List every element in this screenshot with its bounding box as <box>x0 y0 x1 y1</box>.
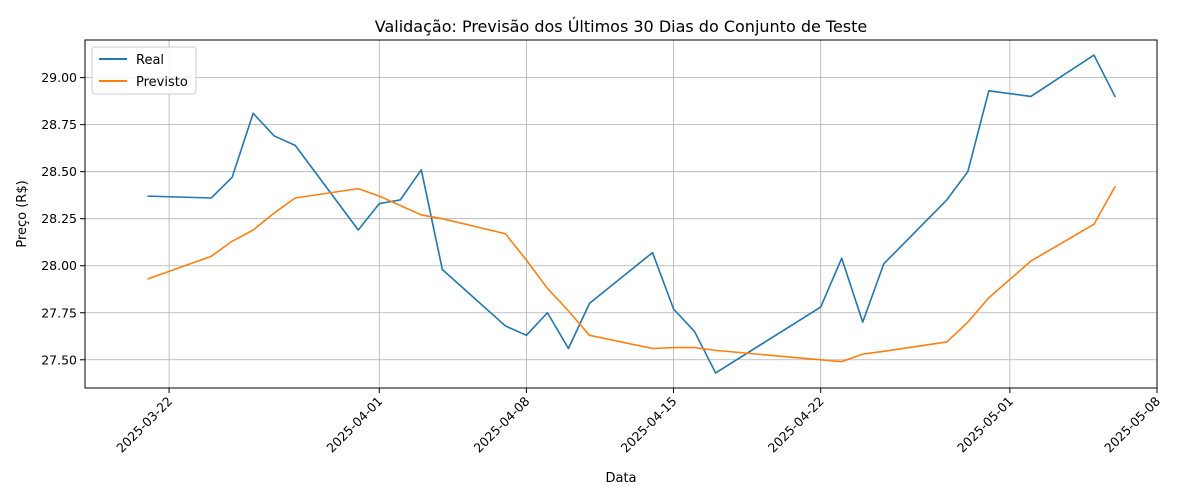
plot-frame <box>84 39 1158 389</box>
x-tick-label: 2025-04-15 <box>618 394 680 456</box>
x-tick-label: 2025-04-08 <box>471 393 533 455</box>
y-tick-label: 29.00 <box>41 70 77 85</box>
grid <box>85 40 1158 388</box>
x-tick-label: 2025-03-22 <box>113 394 175 456</box>
y-tick-label: 27.50 <box>41 352 77 367</box>
y-tick-label: 28.25 <box>41 211 77 226</box>
legend: Real Previsto <box>91 46 197 95</box>
y-tick-label: 28.50 <box>41 164 77 179</box>
x-axis-label: Data <box>605 471 636 486</box>
series-line-real <box>147 54 1116 374</box>
y-tick-label: 27.75 <box>41 305 77 320</box>
series-line-previsto <box>147 185 1116 363</box>
legend-label-previsto: Previsto <box>136 75 188 90</box>
y-tick-label: 28.75 <box>41 117 77 132</box>
x-tick-label: 2025-04-01 <box>323 394 385 456</box>
x-axis-ticks: 2025-03-22 2025-04-01 2025-04-08 2025-04-15… <box>113 388 1163 455</box>
y-axis-label: Preço (R$) <box>15 180 30 247</box>
y-axis-ticks: 27.50 27.75 28.00 28.25 28.50 28.75 29.00 <box>41 70 85 367</box>
chart-title: Validação: Previsão dos Últimos 30 Dias … <box>375 17 868 36</box>
x-tick-label: 2025-05-08 <box>1101 393 1163 455</box>
legend-label-real: Real <box>136 53 164 68</box>
series-lines <box>147 54 1116 374</box>
x-tick-label: 2025-04-22 <box>765 394 827 456</box>
x-tick-label: 2025-05-01 <box>954 394 1016 456</box>
y-tick-label: 28.00 <box>41 258 77 273</box>
